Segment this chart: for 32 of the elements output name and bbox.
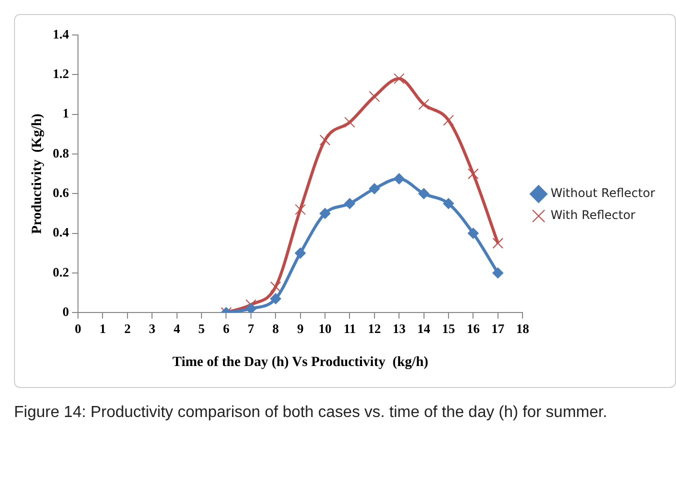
x-axis-title: Time of the Day (h) Vs Productivity (kg/h) (172, 355, 429, 370)
x-tick-label: 8 (272, 320, 280, 336)
x-tick-label: 14 (417, 320, 431, 336)
x-tick-label: 0 (74, 320, 82, 336)
x-tick-label: 11 (344, 320, 356, 336)
legend-label: Without Reflector (550, 186, 656, 200)
x-tick-label: 5 (198, 320, 206, 336)
x-tick-label: 1 (99, 320, 106, 336)
x-tick-label: 10 (318, 320, 332, 336)
x-tick-label: 9 (297, 320, 304, 336)
x-tick-label: 18 (516, 320, 530, 336)
y-tick-label: 1.4 (52, 26, 70, 42)
y-tick-label: 1 (62, 106, 70, 121)
x-tick-label: 2 (124, 320, 131, 336)
x-tick-label: 17 (491, 320, 505, 336)
x-tick-label: 4 (174, 320, 181, 336)
y-tick-label: 0.8 (52, 145, 70, 160)
x-tick-label: 15 (442, 320, 456, 336)
y-tick-label: 0 (62, 304, 70, 319)
x-tick-label: 6 (222, 320, 230, 336)
x-tick-label: 7 (248, 320, 255, 336)
caption: Figure 14: Productivity comparison of both cases vs. time of the day (h) for summer. (14, 403, 608, 423)
y-tick-label: 1.2 (52, 66, 70, 82)
y-tick-label: 0.6 (52, 184, 70, 200)
y-tick-label: 0.2 (52, 264, 70, 280)
x-tick-label: 16 (466, 320, 480, 336)
x-tick-label: 3 (148, 320, 156, 336)
x-tick-label: 12 (368, 320, 381, 336)
y-tick-label: 0.4 (52, 224, 70, 240)
x-tick-label: 13 (392, 320, 406, 336)
legend-label: With Reflector (550, 208, 636, 222)
y-axis-title: Productivity (Kg/h) (30, 113, 46, 234)
